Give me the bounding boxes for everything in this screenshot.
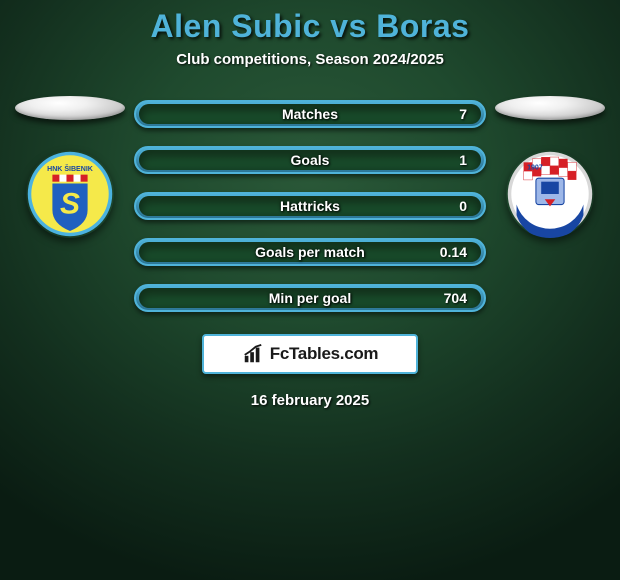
left-team-crest-icon: HNK ŠIBENIK S <box>26 150 114 238</box>
stat-bar-inner: Goals per match 0.14 <box>139 242 481 262</box>
stat-bar-matches: Matches 7 <box>134 100 486 128</box>
left-crest-ring-text: HNK ŠIBENIK <box>47 164 94 173</box>
stat-bar-hattricks: Hattricks 0 <box>134 192 486 220</box>
date-text: 16 february 2025 <box>0 392 620 409</box>
right-side: 1907 SLAVEN <box>490 96 610 238</box>
subtitle: Club competitions, Season 2024/2025 <box>0 51 620 68</box>
left-crest-shield-letter: S <box>60 187 80 220</box>
left-side: HNK ŠIBENIK S <box>10 96 130 238</box>
right-team-crest-icon: 1907 SLAVEN <box>506 150 594 238</box>
stat-value: 0 <box>459 198 467 214</box>
stats-column: Matches 7 Goals 1 Hattricks 0 Goals per … <box>134 96 486 312</box>
brand-badge: FcTables.com <box>202 334 418 374</box>
page-title: Alen Subic vs Boras <box>0 8 620 45</box>
stat-bar-inner: Goals 1 <box>139 150 481 170</box>
stat-value: 704 <box>444 290 467 306</box>
stat-label: Goals per match <box>255 244 365 260</box>
brand-chart-icon <box>242 343 264 365</box>
stat-label: Matches <box>282 106 338 122</box>
right-crest-year: 1907 <box>527 164 543 171</box>
stat-bar-inner: Hattricks 0 <box>139 196 481 216</box>
stat-label: Goals <box>291 152 330 168</box>
left-crest-checker <box>52 175 87 182</box>
right-player-base <box>495 96 605 120</box>
stat-bar-inner: Min per goal 704 <box>139 288 481 308</box>
stat-bar-goals: Goals 1 <box>134 146 486 174</box>
stat-bar-inner: Matches 7 <box>139 104 481 124</box>
stat-label: Hattricks <box>280 198 340 214</box>
stat-value: 1 <box>459 152 467 168</box>
stat-value: 7 <box>459 106 467 122</box>
stat-value: 0.14 <box>440 244 467 260</box>
brand-text: FcTables.com <box>270 344 379 364</box>
stat-label: Min per goal <box>269 290 351 306</box>
right-crest-band-text: SLAVEN <box>526 210 573 222</box>
main-row: HNK ŠIBENIK S Matches 7 <box>0 96 620 312</box>
stat-bar-min-per-goal: Min per goal 704 <box>134 284 486 312</box>
left-player-base <box>15 96 125 120</box>
stat-bar-goals-per-match: Goals per match 0.14 <box>134 238 486 266</box>
background: Alen Subic vs Boras Club competitions, S… <box>0 0 620 580</box>
